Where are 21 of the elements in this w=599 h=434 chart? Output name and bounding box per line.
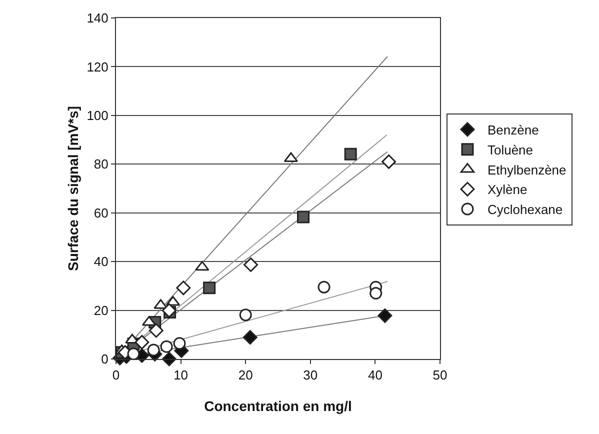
legend-label: Xylène	[487, 182, 528, 198]
legend-label: Ethylbenzène	[487, 162, 566, 178]
y-tick-label: 60	[94, 205, 108, 220]
legend-label: Benzène	[487, 122, 539, 138]
x-tick-label: 0	[112, 368, 120, 383]
legend-label: Toluène	[487, 142, 534, 158]
y-axis-title: Surface du signal [mV*s]	[65, 106, 81, 271]
x-tick-label: 40	[368, 368, 382, 383]
x-tick-label: 20	[238, 368, 253, 383]
x-tick-label: 10	[174, 368, 188, 383]
legend-label: Cyclohexane	[487, 202, 563, 218]
y-tick-label: 20	[94, 302, 108, 318]
y-tick-label: 0	[101, 352, 108, 367]
y-tick-label: 120	[86, 59, 108, 74]
x-tick-label: 30	[303, 368, 318, 383]
y-tick-label: 140	[86, 10, 108, 26]
y-tick-label: 40	[94, 254, 108, 270]
y-tick-label: 80	[94, 156, 108, 172]
y-tick-label: 100	[86, 108, 108, 123]
x-tick-label: 50	[432, 368, 448, 383]
x-axis-title: Concentration en mg/l	[204, 398, 352, 414]
